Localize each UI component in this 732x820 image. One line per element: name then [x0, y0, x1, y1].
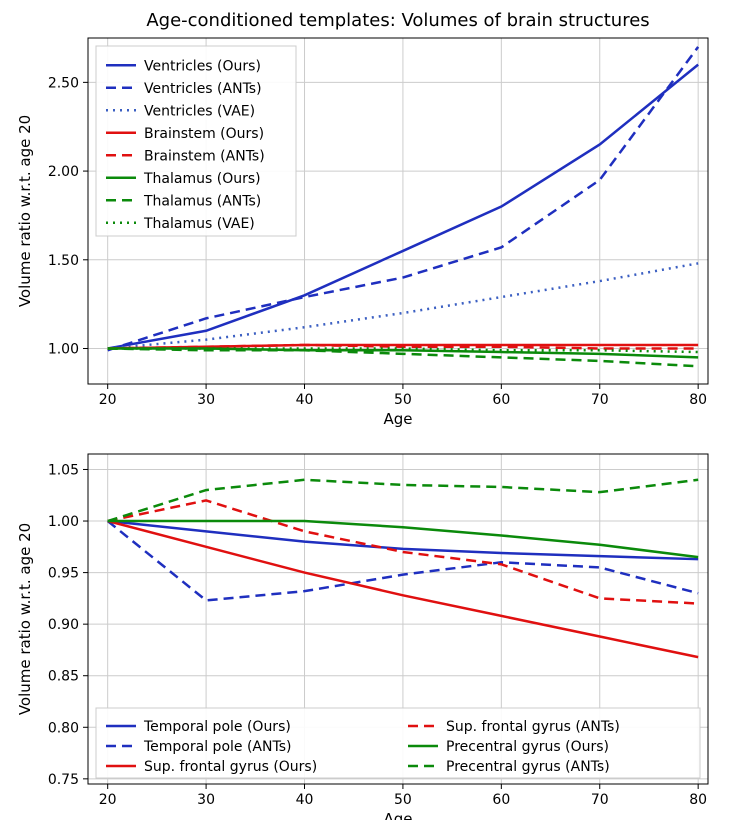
- y-tick-label: 1.50: [48, 253, 79, 269]
- legend-label: Thalamus (Ours): [143, 171, 261, 187]
- x-tick-label: 30: [197, 392, 215, 408]
- legend-label: Temporal pole (ANTs): [143, 739, 291, 755]
- y-axis-label: Volume ratio w.r.t. age 20: [16, 523, 34, 715]
- x-tick-label: 50: [394, 792, 412, 808]
- x-tick-label: 80: [689, 392, 707, 408]
- y-tick-label: 2.00: [48, 164, 79, 180]
- y-tick-label: 1.05: [48, 462, 79, 478]
- x-tick-label: 20: [99, 792, 117, 808]
- x-tick-label: 70: [591, 392, 609, 408]
- y-tick-label: 1.00: [48, 514, 79, 530]
- x-tick-label: 70: [591, 792, 609, 808]
- y-tick-label: 0.95: [48, 566, 79, 582]
- legend-label: Thalamus (ANTs): [143, 193, 261, 209]
- x-axis-label: Age: [383, 410, 412, 428]
- legend-label: Ventricles (Ours): [144, 58, 261, 74]
- x-tick-label: 40: [296, 392, 314, 408]
- x-tick-label: 60: [492, 792, 510, 808]
- x-tick-label: 40: [296, 792, 314, 808]
- legend-label: Sup. frontal gyrus (ANTs): [446, 719, 620, 735]
- y-axis-label: Volume ratio w.r.t. age 20: [16, 115, 34, 307]
- figure: 20 30 40 50 60 70 80 1.00 1.50 2.00 2.50 Age Volume …: [0, 0, 732, 820]
- legend-label: Ventricles (ANTs): [144, 81, 262, 97]
- x-tick-label: 60: [492, 392, 510, 408]
- legend-label: Temporal pole (Ours): [143, 719, 291, 735]
- x-tick-label: 30: [197, 792, 215, 808]
- y-tick-label: 1.00: [48, 342, 79, 358]
- x-axis-label: Age: [383, 810, 412, 820]
- y-tick-label: 0.75: [48, 772, 79, 788]
- legend-label: Precentral gyrus (ANTs): [446, 759, 610, 775]
- x-tick-label: 50: [394, 392, 412, 408]
- legend-label: Brainstem (Ours): [144, 126, 264, 142]
- y-tick-label: 2.50: [48, 75, 79, 91]
- y-tick-label: 0.80: [48, 720, 79, 736]
- legend-label: Thalamus (VAE): [143, 216, 255, 232]
- legend-label: Sup. frontal gyrus (Ours): [144, 759, 317, 775]
- legend-label: Precentral gyrus (Ours): [446, 739, 609, 755]
- legend-label: Ventricles (VAE): [144, 103, 255, 119]
- legend-label: Brainstem (ANTs): [144, 148, 265, 164]
- y-tick-label: 0.85: [48, 669, 79, 685]
- y-tick-label: 0.90: [48, 617, 79, 633]
- x-tick-label: 80: [689, 792, 707, 808]
- x-tick-label: 20: [99, 392, 117, 408]
- figure-title: Age-conditioned templates: Volumes of br…: [146, 10, 649, 31]
